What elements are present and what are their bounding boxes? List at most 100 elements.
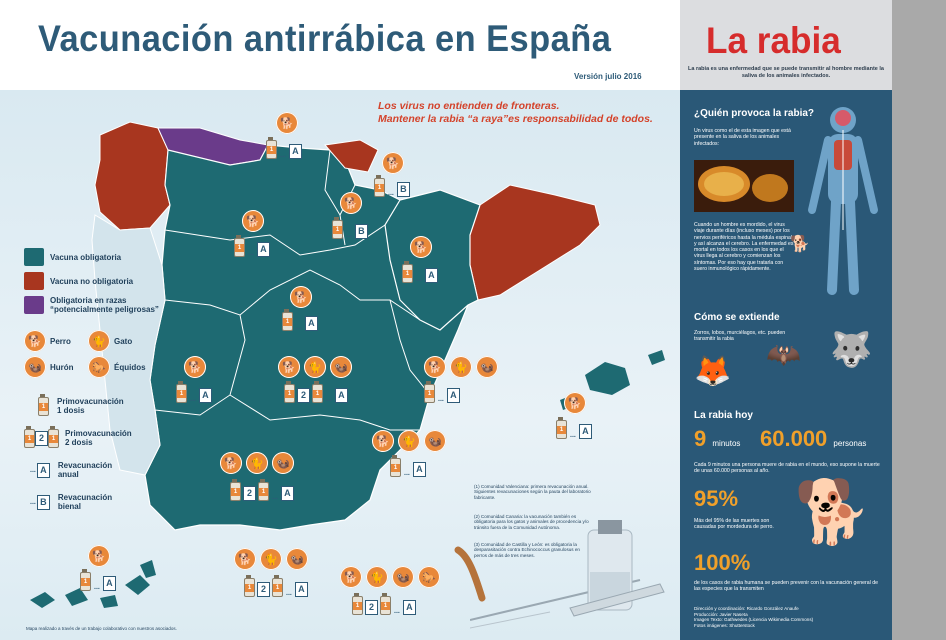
dots-label: ... [30,466,36,474]
dots-label: ... [190,396,196,403]
marker-valencia-vaccine: 1... A [424,381,460,403]
credits-line1: Dirección y coordinación: Ricardo Gonzál… [694,606,799,611]
code-anual: A [578,424,592,439]
text-quien: Un virus como el de esta imagen que está… [694,128,791,147]
legend-primo1-label: Primovacunación 1 dosis [57,397,124,415]
marker-canarias-vaccine: 1... A [80,569,116,591]
vaccine-bottle-illustration [470,520,665,629]
stat-minutes-num: 9 [694,426,707,451]
legend-razas-label: Obligatoria en razas “potencialmente pel… [50,296,159,314]
vial-icon: 1 [80,569,91,591]
fox-icon: 🦊 [694,355,732,388]
marker-madrid-animals: 🐕 [290,286,312,308]
code-bienal: B [396,182,410,197]
cat-icon: 🐈 [366,566,388,588]
credits: Dirección y coordinación: Ricardo Gonzál… [694,606,884,628]
stat-95-text: Más del 95% de las muertes son causadas … [694,518,774,531]
region-canarias [30,560,156,608]
dots-label: ... [30,498,36,506]
vial-icon: 1 [374,175,385,197]
code-anual: A [280,486,294,501]
parasite-illustration [454,546,486,602]
marker-valencia-animals: 🐕 🐈 🦦 [424,356,498,378]
marker-andalucia-vaccine: 1 2 1... A [230,479,294,501]
region-pais-vasco [324,139,379,173]
dose-two-code: 2 [365,600,378,615]
dots-label: ... [346,232,352,239]
stat-people-num: 60.000 [760,426,828,451]
stat-people: 60.000 personas [760,426,866,452]
dog-icon: 🐕 [88,545,110,567]
info-panel-header: La rabia La rabia es una enfermedad que … [680,0,892,90]
slogan-line2: Mantener la rabia “a raya”es responsabil… [378,113,653,125]
marker-ceuta-animals: 🐕 🐈 🦦 [234,548,308,570]
legend-equidos: 🐎 Équidos [88,356,146,378]
marker-melilla-animals: 🐕 🐈 🦦 🐎 [340,566,440,588]
dog-icon: 🐕 [340,566,362,588]
marker-baleares-animals: 🐕 [564,392,586,414]
marker-extremadura-vaccine: 1... A [176,381,212,403]
note-2: (2) Comunidad Canaria: la vacunación tam… [474,514,589,530]
swatch-razas [24,296,44,314]
legend-obligatoria-label: Vacuna obligatoria [50,252,122,262]
stat-100: 100% [694,550,751,575]
dots-label: ... [438,396,444,403]
marker-castilla-lamancha-vaccine: 1 2 1... A [284,381,348,403]
code-anual: A [294,582,308,597]
info-panel: La rabia La rabia es una enfermedad que … [680,0,892,640]
legend-primo2: 1 2 1 Primovacunación 2 dosis [24,425,135,450]
vial-icon: 1 [332,217,343,239]
page-title: Vacunación antirrábica en España [38,18,612,59]
vial-icon: 1 [390,455,401,477]
cat-icon: 🐈 [450,356,472,378]
code-anual: A [198,388,212,403]
code-anual: A [256,242,270,257]
marker-castilla-leon-vaccine: 1... A [234,235,270,257]
code-anual: A [402,600,416,615]
dog-icon: 🐕 [564,392,586,414]
dog-icon: 🐕 [410,236,432,258]
marker-canarias-animals: 🐕 [88,545,110,567]
dog-icon: 🐕 [340,192,362,214]
code-bienal: B [36,494,50,510]
marker-navarra-animals: 🐕 [382,152,404,174]
cat-icon: 🐈 [246,452,268,474]
vial-icon: 1 [380,593,391,615]
legend-perro: 🐕 Perro [24,330,71,352]
region-borders [154,149,431,431]
slogan-line1: Los virus no entienden de fronteras. [378,100,560,112]
vial-icon: 1 [402,261,413,283]
spain-map [30,121,665,608]
right-margin [892,0,946,640]
code-anual: A [102,576,116,591]
dots-label: ... [272,494,278,501]
ferret-icon: 🦦 [424,430,446,452]
credits-line4: Fotos imágenes: Shutterstock [694,622,755,628]
dots-label: ... [326,396,332,403]
note-3: (3) Comunidad de Castilla y León: es obl… [474,542,580,558]
cat-icon: 🐈 [304,356,326,378]
legend-no-obligatoria: Vacuna no obligatoria [24,272,133,290]
dots-label: ... [248,250,254,257]
heading-como: Cómo se extiende [694,312,780,323]
vial-icon: 1 [266,137,277,159]
code-anual: A [334,388,348,403]
vial-icon: 1 [424,381,435,403]
vial-icon: 1 [244,575,255,597]
dots-label: ... [388,190,394,197]
wolf-icon: 🐺 [830,331,873,369]
dog-icon: 🐕 [24,330,46,352]
marker-asturias-vaccine: 1... A [266,137,302,159]
marker-murcia-vaccine: 1... A [390,455,426,477]
dog-icon: 🐕 [276,112,298,134]
vial-icon: 1 [352,593,363,615]
marker-andalucia-animals: 🐕 🐈 🦦 [220,452,294,474]
version-label: Versión julio 2016 [574,72,642,81]
dog-icon: 🐕 [290,286,312,308]
marker-asturias-animals: 🐕 [276,112,298,134]
heading-hoy: La rabia hoy [694,410,753,421]
credits-line2: Producción: Javier Naseta [694,611,748,617]
legend-gato-label: Gato [114,336,133,346]
marker-extremadura-animals: 🐕 [184,356,206,378]
code-anual: A [304,316,318,331]
